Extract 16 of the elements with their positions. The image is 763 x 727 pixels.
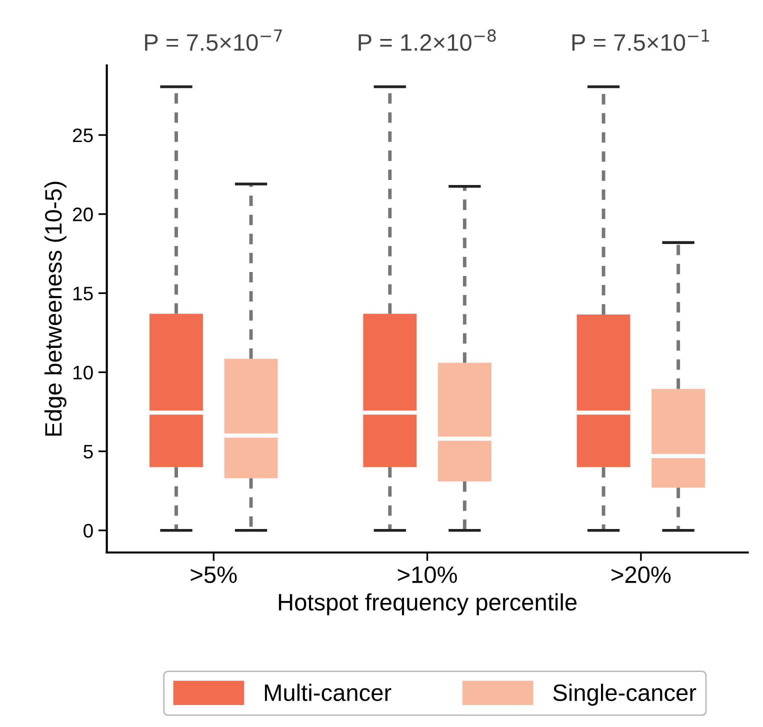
y-tick-label: 25 [72, 128, 93, 142]
x-axis-title: Hotspot frequency percentile [278, 593, 577, 616]
text: P = 7.5×10$^{−7}$ [145, 30, 282, 51]
y-tick-label: 5 [84, 444, 93, 459]
text: P = 7.5×10$^{−1}$ [572, 30, 710, 51]
y-tick-label: 20 [72, 208, 93, 222]
text: P = 1.2×10$^{−8}$ [358, 29, 496, 51]
legend-label: Multi-cancer [264, 684, 392, 702]
y-axis-title: Edge betweeness (10-5) [44, 182, 66, 436]
legend-label: Single-cancer [553, 684, 696, 706]
y-tick-label: 10 [73, 366, 93, 380]
x-tick-label: >10% [398, 566, 457, 584]
x-tick-label: >20% [612, 566, 671, 584]
x-tick-label: >5% [190, 566, 237, 584]
y-tick-label: 0 [84, 524, 93, 538]
y-tick-label: 15 [73, 286, 93, 300]
